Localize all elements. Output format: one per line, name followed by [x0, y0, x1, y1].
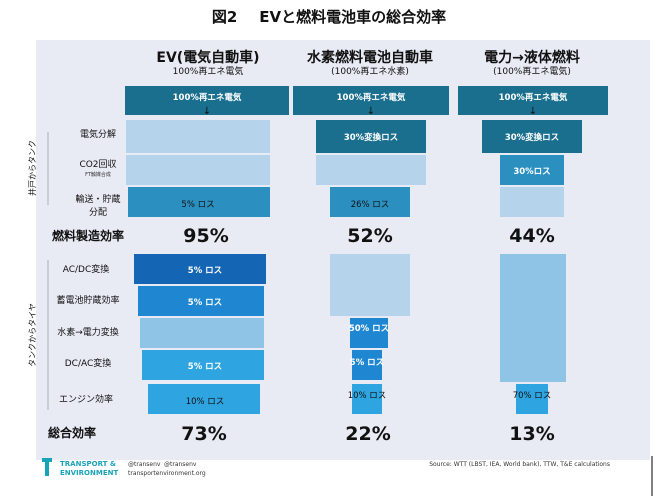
row-engine: エンジン効率: [59, 393, 113, 405]
row-h2-to-power: 水素→電力変換: [57, 326, 119, 338]
h2-dcac-loss: 5% ロス: [350, 358, 384, 368]
logo-line1: TRANSPORT &: [60, 460, 116, 468]
ev-dcac-loss: 5% ロス: [188, 362, 222, 372]
ev-acdc-loss: 5% ロス: [188, 266, 222, 276]
h2-dcac-bar: [352, 350, 382, 380]
ev-fuel-efficiency: 95%: [183, 225, 228, 247]
row-battery: 蓄電池貯蔵効率: [56, 294, 119, 306]
h2-h2power-bar: [350, 318, 388, 348]
column-title-h2: 水素燃料電池自動車: [307, 49, 433, 66]
column-subtitle-ev: 100%再エネ電気: [173, 65, 244, 77]
efuel-transport-bar: [500, 187, 564, 217]
h2-engine-loss: 10% ロス: [348, 391, 387, 401]
source-label-ev: 100%再エネ電気: [173, 92, 242, 103]
source-bar-efuel: 100%再エネ電気 ↓: [458, 86, 608, 117]
section-well-to-tank: 井戸からタンク: [27, 140, 37, 196]
facebook-handle: @transenv: [164, 461, 197, 468]
source-bar-ev: 100%再エネ電気 ↓: [125, 86, 289, 117]
ev-engine-loss: 10% ロス: [186, 397, 225, 407]
efuel-engine-bar: [516, 384, 548, 414]
row-co2-capture: CO2回収: [79, 158, 116, 170]
total-efficiency-label: 総合効率: [48, 425, 96, 440]
h2-h2power-loss: 50% ロス: [349, 324, 389, 334]
efuel-total-efficiency: 13%: [509, 423, 554, 445]
source-label-h2: 100%再エネ電気: [337, 92, 406, 103]
ev-electrolysis-bar: [126, 120, 270, 153]
te-logo: TRANSPORT & ENVIRONMENT: [42, 458, 118, 477]
h2-engine-bar: [352, 384, 382, 414]
h2-fuel-efficiency: 52%: [347, 225, 392, 247]
row-distribution: 分配: [89, 207, 107, 218]
ev-battery-loss: 5% ロス: [188, 298, 222, 308]
h2-co2-bar: [316, 155, 426, 185]
efuel-fuel-efficiency: 44%: [509, 225, 554, 247]
column-subtitle-efuel: (100%再エネ電気): [493, 65, 571, 77]
source-bar-h2: 100%再エネ電気 ↓: [293, 86, 449, 117]
h2-transport-loss: 26% ロス: [351, 200, 390, 210]
h2-storage-bar: [330, 254, 410, 316]
source-note: Source: WTT (LBST, IEA, World bank), TTW…: [429, 461, 610, 468]
arrow-down-icon: ↓: [529, 106, 537, 117]
chart-title: 図2 EVと燃料電池車の総合効率: [0, 6, 658, 27]
arrow-down-icon: ↓: [203, 106, 211, 117]
twitter-handle: @transenv: [128, 461, 161, 468]
h2-total-efficiency: 22%: [345, 423, 390, 445]
column-subtitle-h2: (100%再エネ水素): [331, 65, 409, 77]
row-transport-storage: 輸送・貯蔵: [75, 193, 120, 205]
efuel-storage-bar: [500, 254, 566, 382]
efuel-ft-bar: [500, 155, 564, 185]
ev-h2power-bar: [140, 318, 264, 348]
ev-total-efficiency: 73%: [181, 423, 226, 445]
row-electrolysis: 電気分解: [80, 128, 116, 140]
h2-transport-bar: [330, 187, 410, 217]
ev-battery-bar: [138, 286, 264, 316]
efuel-electrolysis-loss: 30%変換ロス: [505, 132, 559, 143]
title-text: EVと燃料電池車の総合効率: [259, 8, 447, 26]
ev-engine-bar: [148, 384, 260, 414]
arrow-down-icon: ↓: [367, 106, 375, 117]
source-label-efuel: 100%再エネ電気: [499, 92, 568, 103]
fuel-efficiency-label: 燃料製造効率: [52, 228, 124, 243]
logo-line2: ENVIRONMENT: [60, 469, 118, 477]
efuel-ft-loss: 30%ロス: [513, 167, 550, 177]
efuel-electrolysis-bar: [482, 120, 582, 153]
h2-electrolysis-loss: 30%変換ロス: [344, 132, 398, 143]
section-tank-to-wheel: タンクからタイヤ: [28, 303, 37, 367]
column-title-efuel: 電力→液体燃料: [484, 49, 580, 66]
ev-transport-bar: [128, 187, 270, 217]
column-title-ev: EV(電気自動車): [156, 49, 259, 66]
h2-electrolysis-bar: [316, 120, 426, 153]
ev-dcac-bar: [142, 350, 264, 380]
figure-number: 図2: [211, 8, 238, 26]
website-link[interactable]: transportenvironment.org: [128, 470, 206, 477]
row-dcac: DC/AC変換: [65, 357, 112, 369]
row-ft-synthesis: FT触媒合成: [85, 171, 111, 178]
ev-acdc-bar: [134, 254, 266, 284]
ev-co2-bar: [126, 155, 270, 185]
efuel-engine-loss: 70% ロス: [513, 391, 552, 401]
ev-transport-loss: 5% ロス: [181, 200, 214, 210]
row-acdc: AC/DC変換: [63, 263, 110, 275]
